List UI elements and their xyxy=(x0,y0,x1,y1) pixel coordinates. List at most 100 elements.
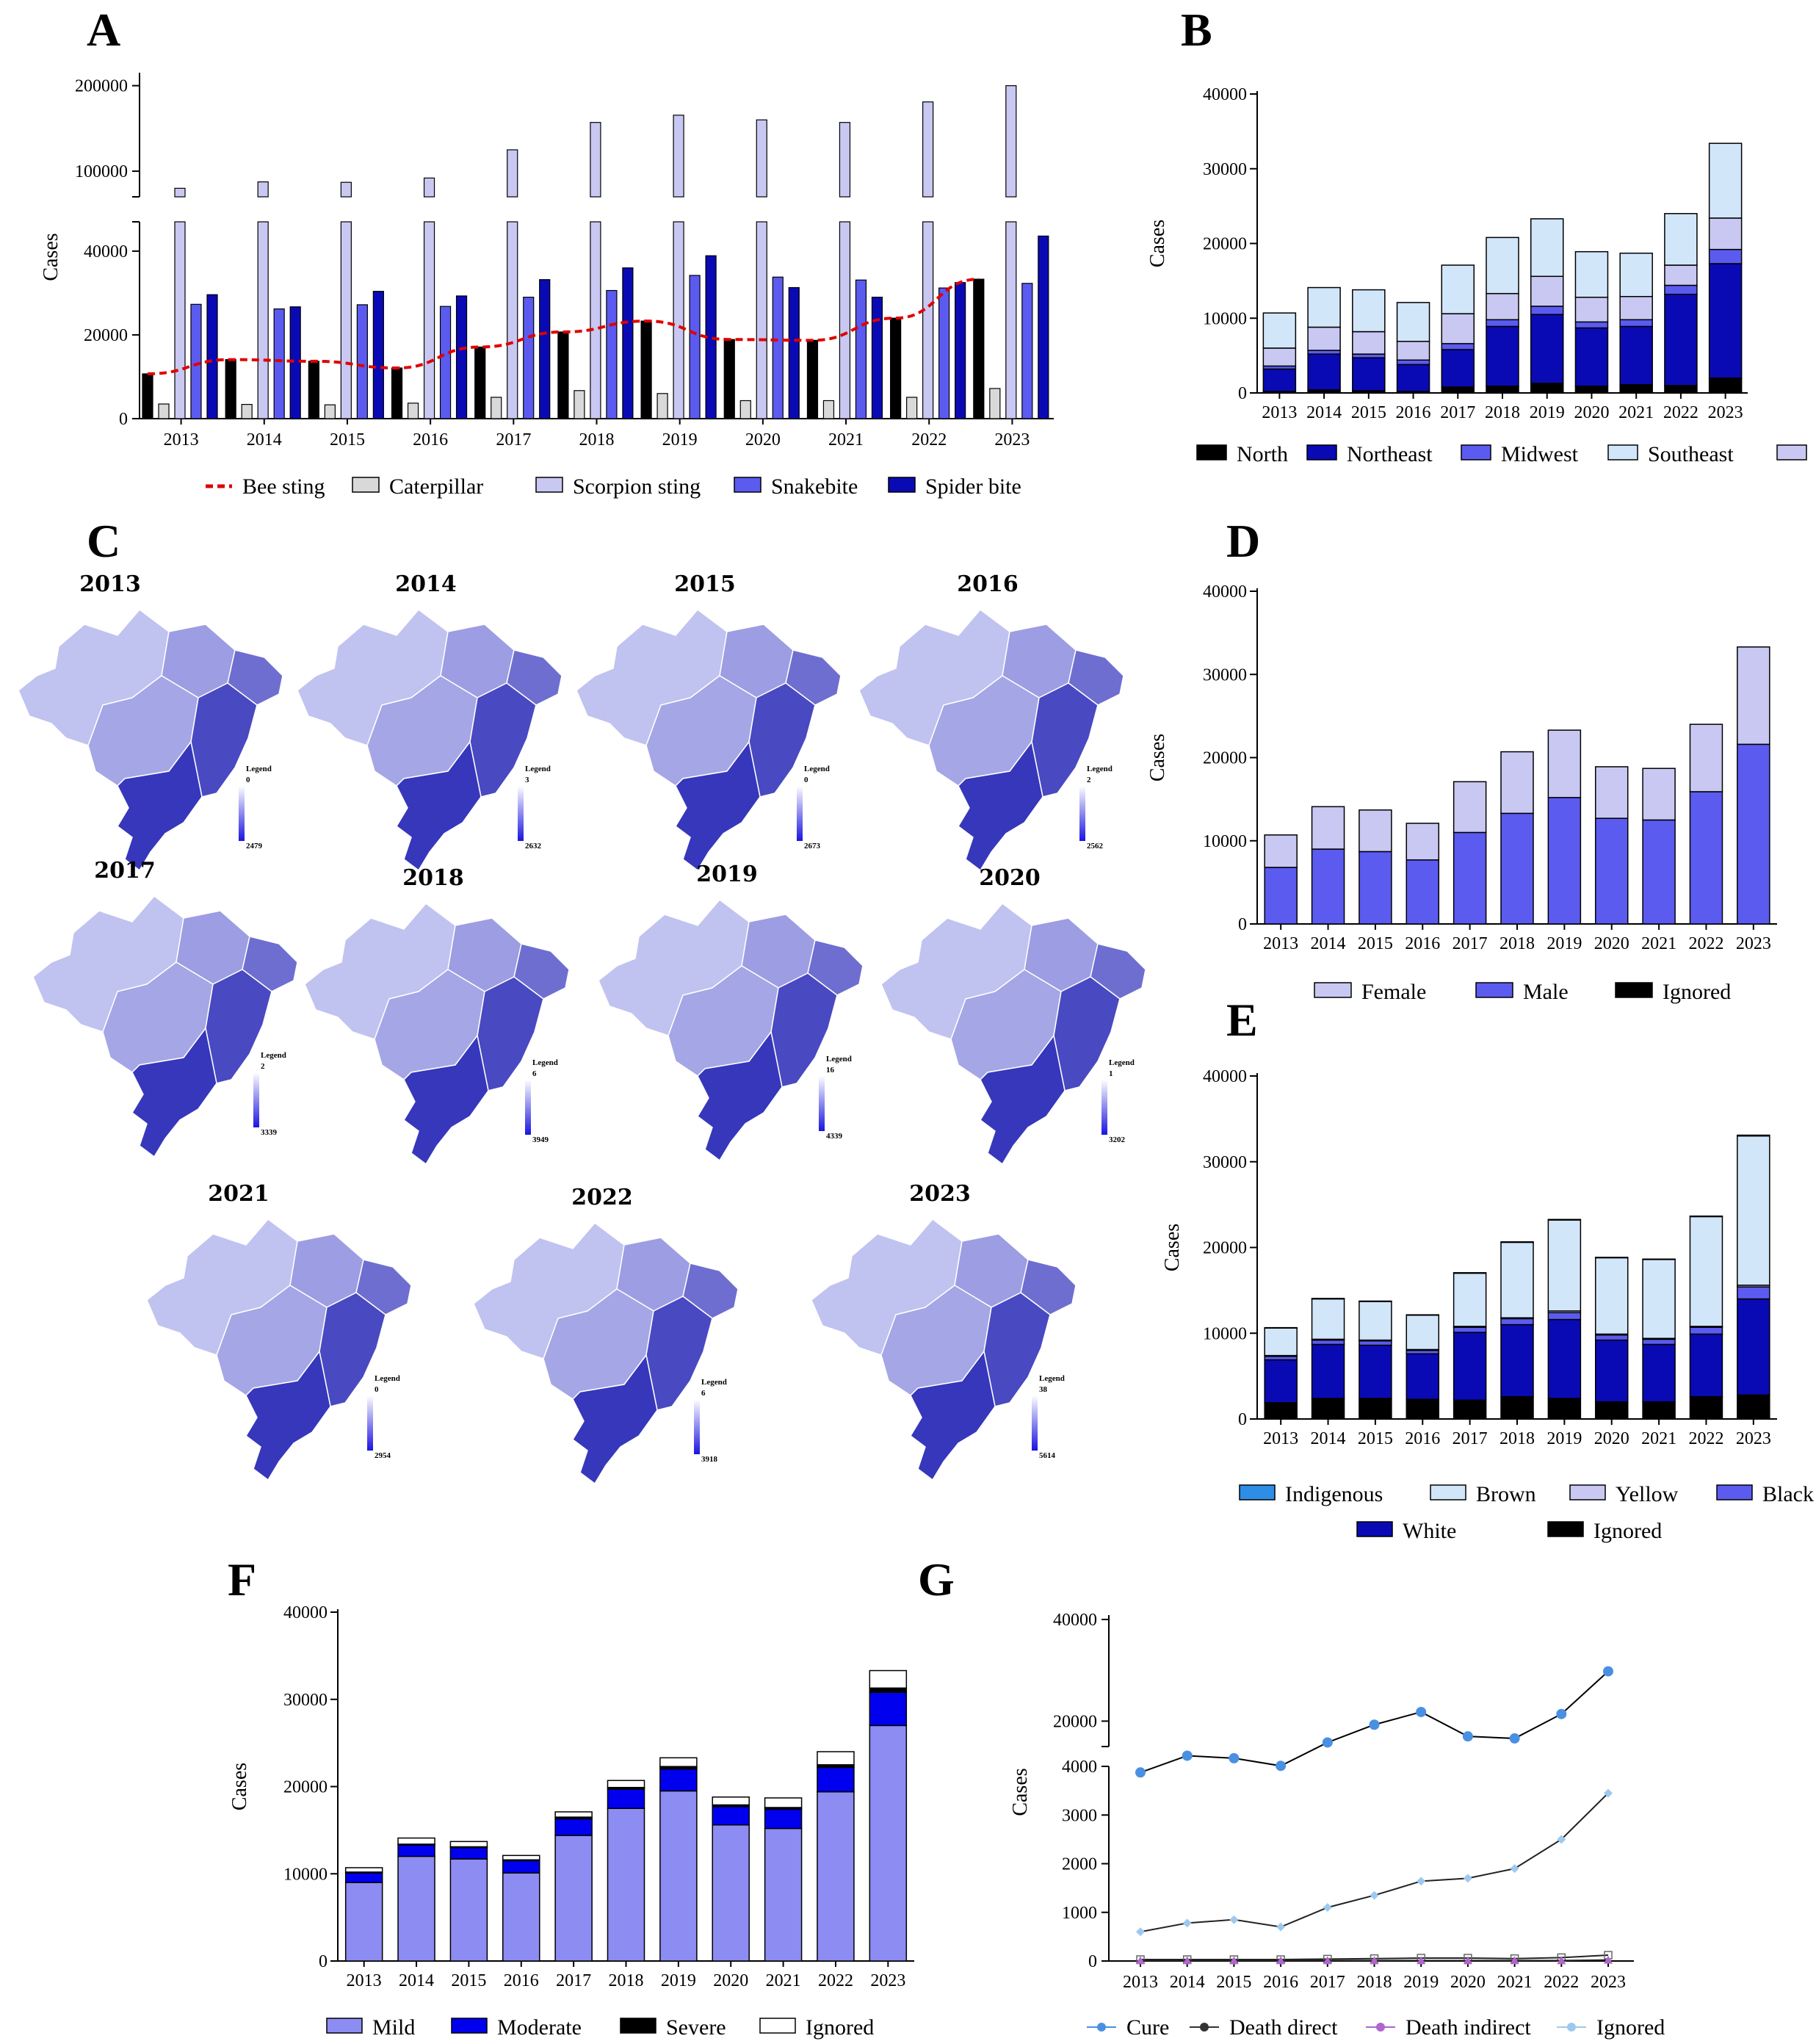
bar-spider-bite xyxy=(539,279,551,419)
bar-ignored xyxy=(764,1797,803,1808)
bar-white xyxy=(1264,1359,1298,1404)
bar-female xyxy=(1594,766,1629,819)
y-tick-label: 3000 xyxy=(1062,1806,1097,1825)
bar-northeast xyxy=(1530,314,1564,384)
bar-south xyxy=(1352,331,1386,355)
map-legend-title: Legend xyxy=(1087,765,1113,773)
bar-caterpillar xyxy=(906,397,918,419)
map-year-label: 2018 xyxy=(402,865,464,891)
bar-moderate xyxy=(449,1846,488,1860)
legend-label: Ignored xyxy=(1596,2015,1665,2040)
bar-midwest xyxy=(1441,343,1475,350)
bar-caterpillar xyxy=(324,404,336,419)
map-2023: 2023 Legend 38 5614 xyxy=(811,1181,1077,1481)
map-year-label: 2019 xyxy=(696,862,758,887)
legend-label: Indigenous xyxy=(1285,1482,1383,1506)
y-tick-label: 0 xyxy=(1238,1410,1247,1429)
y-axis-title: Cases xyxy=(1009,1768,1032,1816)
y-tick-label: 0 xyxy=(319,1952,328,1971)
legend-marker xyxy=(1376,2023,1385,2032)
chart-b: 0 10000 20000 30000 40000 Cases 2013 2014 2015 20… xyxy=(1146,85,1807,466)
x-tick-label: 2019 xyxy=(661,1971,696,1990)
bar-scorpion-sting xyxy=(423,221,435,419)
bar-scorpion-sting-upper xyxy=(174,187,186,198)
y-tick-label: 100000 xyxy=(75,162,128,181)
bar-bee-sting xyxy=(391,367,403,419)
x-tick-label: 2023 xyxy=(870,1971,905,1990)
bar-moderate xyxy=(712,1806,750,1826)
x-tick-label: 2016 xyxy=(504,1971,539,1990)
bar-scorpion-sting-upper xyxy=(922,101,934,198)
point-ignored xyxy=(1370,1890,1379,1900)
x-tick-label: 2018 xyxy=(1500,934,1535,953)
bar-north xyxy=(1574,386,1609,394)
chart-e: 0 10000 20000 30000 40000 Cases 2013 2014 2015 20… xyxy=(1161,1067,1814,1543)
bar-scorpion-sting-upper xyxy=(423,177,435,198)
x-tick-label: 2021 xyxy=(828,430,864,449)
map-legend-title: Legend xyxy=(261,1051,286,1060)
point-death-indirect xyxy=(1276,1956,1286,1965)
map-legend-min: 0 xyxy=(246,776,250,784)
map-legend-max: 3339 xyxy=(261,1128,278,1137)
map-legend-min: 0 xyxy=(375,1385,379,1394)
bar-female xyxy=(1311,806,1345,850)
bar-white xyxy=(1406,1353,1440,1400)
bar-bee-sting xyxy=(308,361,319,419)
bar-female xyxy=(1453,781,1487,834)
bar-southeast xyxy=(1486,236,1519,295)
bar-bee-sting xyxy=(973,278,985,419)
y-tick-label: 1000 xyxy=(1062,1904,1097,1923)
bar-northeast xyxy=(1352,357,1386,391)
bar-white xyxy=(1642,1343,1676,1403)
bar-midwest xyxy=(1396,359,1430,366)
map-legend-max: 5614 xyxy=(1039,1451,1056,1460)
legend-swatch xyxy=(1239,1484,1276,1501)
map-legend-max: 3949 xyxy=(532,1135,549,1144)
point-death-indirect xyxy=(1604,1955,1613,1964)
bar-scorpion-sting-upper xyxy=(507,149,518,198)
x-tick-label: 2013 xyxy=(347,1971,382,1990)
map-region xyxy=(980,1034,1066,1166)
x-tick-label: 2015 xyxy=(1358,1429,1393,1448)
bar-snakebite xyxy=(356,304,368,419)
bar-south xyxy=(1664,264,1698,286)
line-ignored xyxy=(1140,1792,1609,1933)
bar-brown xyxy=(1359,1301,1392,1341)
x-tick-label: 2016 xyxy=(1405,934,1440,953)
bar-female xyxy=(1359,809,1392,853)
bar-male xyxy=(1594,817,1629,925)
bar-mild xyxy=(397,1855,435,1962)
bar-caterpillar xyxy=(241,404,253,419)
bar-ignored xyxy=(1547,1398,1582,1420)
bar-midwest xyxy=(1708,248,1743,264)
bar-moderate xyxy=(397,1844,435,1857)
map-legend-title: Legend xyxy=(826,1055,852,1063)
bar-ignored xyxy=(1642,1401,1676,1420)
map-legend-max: 2562 xyxy=(1087,842,1104,851)
x-tick-label: 2021 xyxy=(766,1971,801,1990)
bar-indigenous xyxy=(1500,1241,1534,1243)
x-tick-label: 2018 xyxy=(579,430,615,449)
bar-ignored xyxy=(712,1796,750,1806)
map-legend-min: 2 xyxy=(261,1062,265,1071)
bar-female xyxy=(1689,723,1723,792)
y-tick-label: 200000 xyxy=(75,77,128,96)
bar-ignored xyxy=(1453,1399,1487,1420)
bar-scorpion-sting xyxy=(174,221,186,419)
bar-spider-bite xyxy=(206,294,218,419)
bar-ignored xyxy=(449,1841,488,1848)
map-region xyxy=(245,1350,331,1481)
legend-label: Ignored xyxy=(1663,980,1731,1004)
bar-spider-bite xyxy=(289,306,301,419)
bar-moderate xyxy=(817,1766,855,1793)
x-tick-label: 2016 xyxy=(413,430,448,449)
x-tick-label: 2015 xyxy=(1351,403,1386,422)
bar-scorpion-sting-upper xyxy=(340,181,352,198)
bar-brown xyxy=(1406,1314,1440,1351)
bar-northeast xyxy=(1619,325,1653,386)
map-region xyxy=(117,740,203,872)
bar-bee-sting xyxy=(474,346,486,419)
map-legend-min: 38 xyxy=(1039,1385,1048,1394)
bar-white xyxy=(1359,1344,1392,1399)
bar-mild xyxy=(869,1725,908,1962)
